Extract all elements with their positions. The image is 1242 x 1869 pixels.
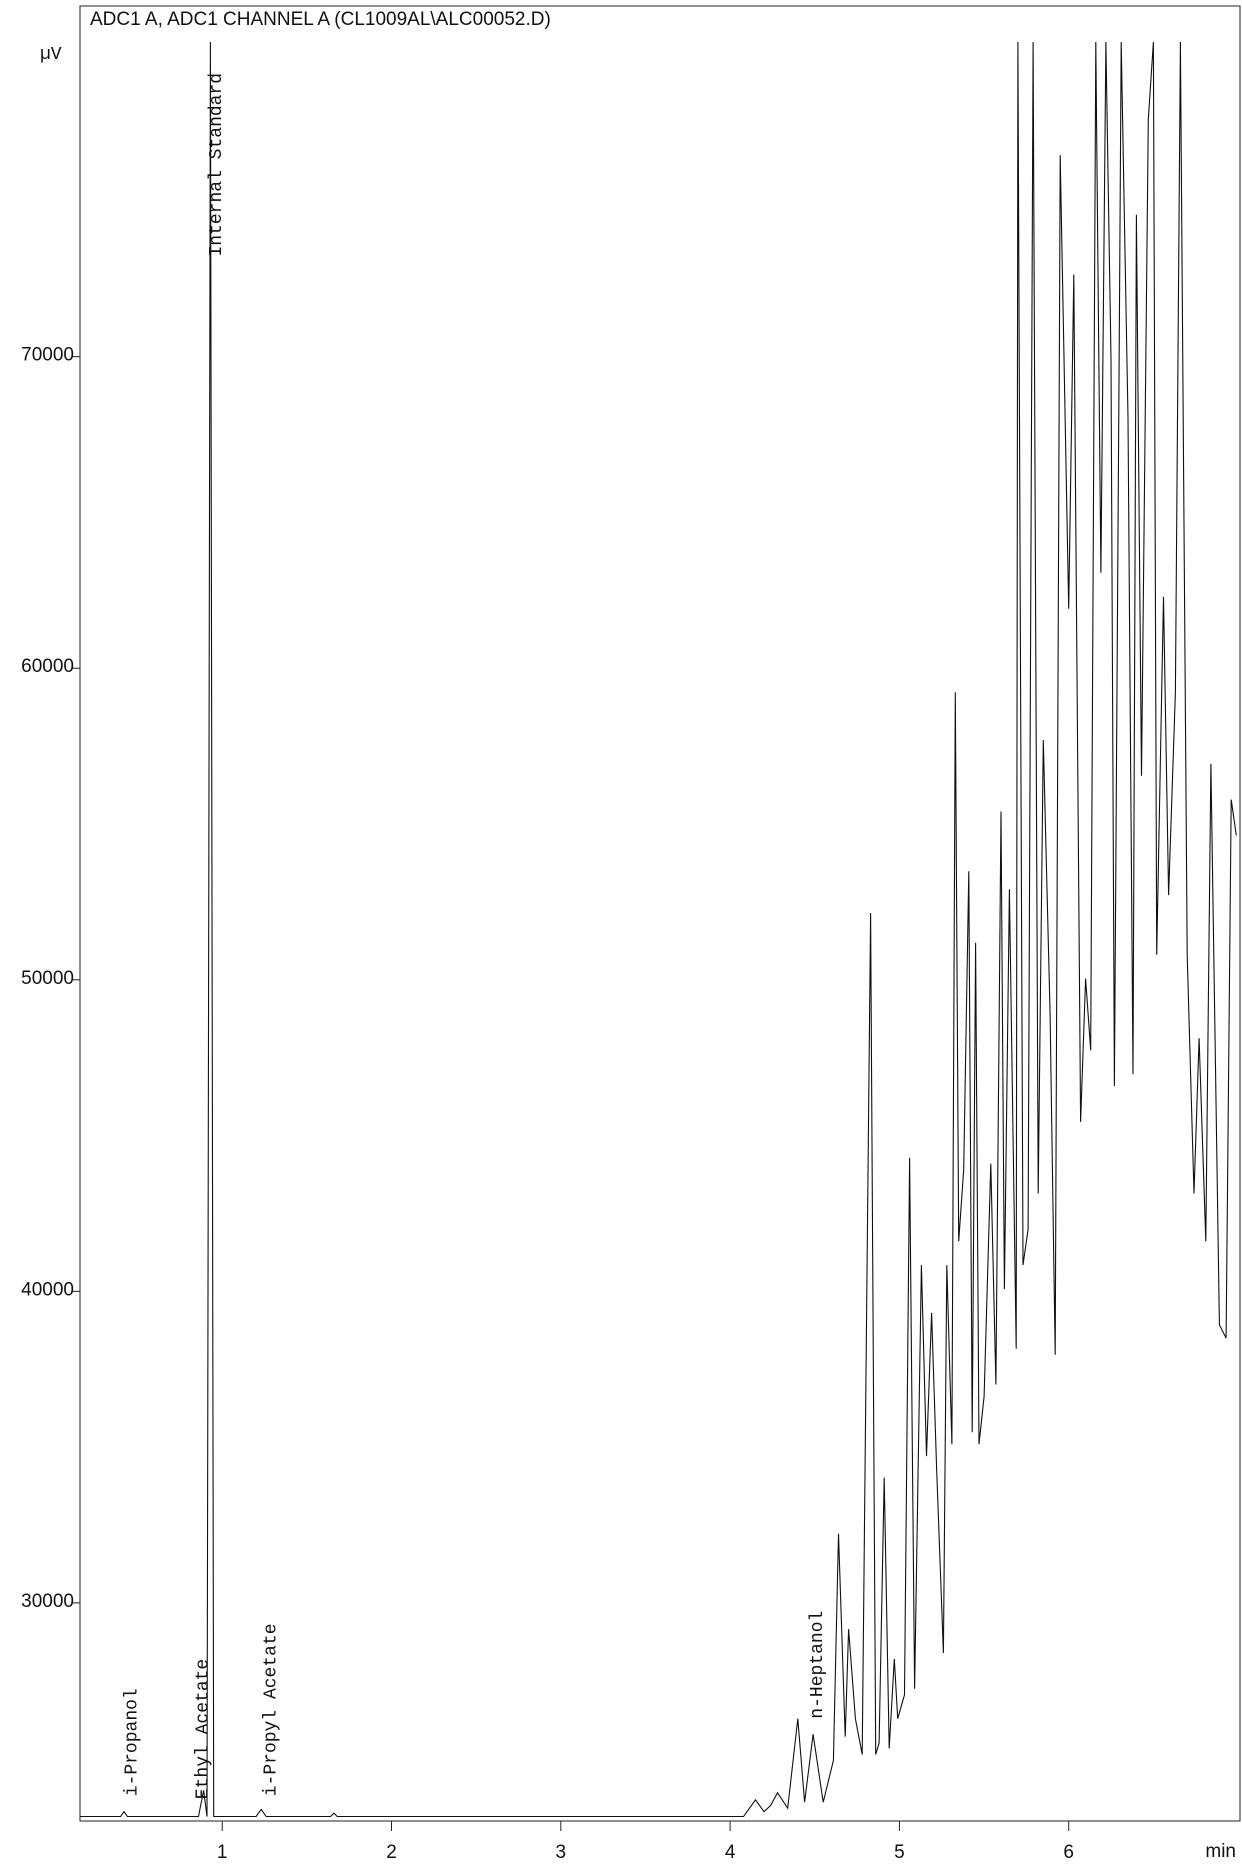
x-tick-label: 4 [725, 1842, 736, 1863]
peak-label: n-Heptanol [808, 1611, 828, 1719]
x-tick-label: 3 [556, 1842, 567, 1863]
plot-frame [79, 5, 1241, 1822]
peak-label: i-Propanol [122, 1688, 142, 1796]
x-tick-label: 2 [386, 1842, 397, 1863]
peak-label: Ethyl Acetate [194, 1659, 214, 1799]
chart-title: ADC1 A, ADC1 CHANNEL A (CL1009AL\ALC0005… [90, 9, 551, 30]
y-tick-label: 70000 [21, 345, 74, 366]
x-tick-label: 1 [217, 1842, 228, 1863]
trace [80, 41, 1237, 1818]
y-tick-label: 30000 [21, 1591, 74, 1612]
y-tick-label: 50000 [21, 968, 74, 989]
peak-label: Internal Standard [207, 73, 227, 257]
peak-label: i-Propyl Acetate [261, 1623, 281, 1796]
x-tick-label: 5 [894, 1842, 905, 1863]
x-axis-label: min [1205, 1841, 1236, 1862]
y-tick-label: 40000 [21, 1279, 74, 1300]
y-tick-label: 60000 [21, 656, 74, 677]
y-axis-label: µV [40, 45, 62, 65]
x-tick-label: 6 [1063, 1842, 1074, 1863]
